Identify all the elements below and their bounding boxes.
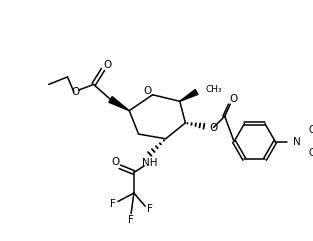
Text: NH: NH [142, 158, 157, 168]
Text: F: F [110, 199, 116, 209]
Polygon shape [109, 97, 129, 111]
Text: O: O [210, 122, 218, 133]
Text: N: N [293, 137, 301, 147]
Text: O: O [309, 125, 313, 135]
Text: F: F [147, 204, 153, 214]
Text: F: F [128, 215, 134, 225]
Polygon shape [180, 89, 198, 101]
Text: O: O [72, 87, 80, 97]
Text: O: O [104, 60, 112, 70]
Text: O: O [309, 148, 313, 158]
Text: O: O [229, 94, 237, 104]
Text: CH₃: CH₃ [206, 85, 223, 94]
Text: O: O [144, 86, 152, 96]
Text: O: O [111, 157, 119, 167]
